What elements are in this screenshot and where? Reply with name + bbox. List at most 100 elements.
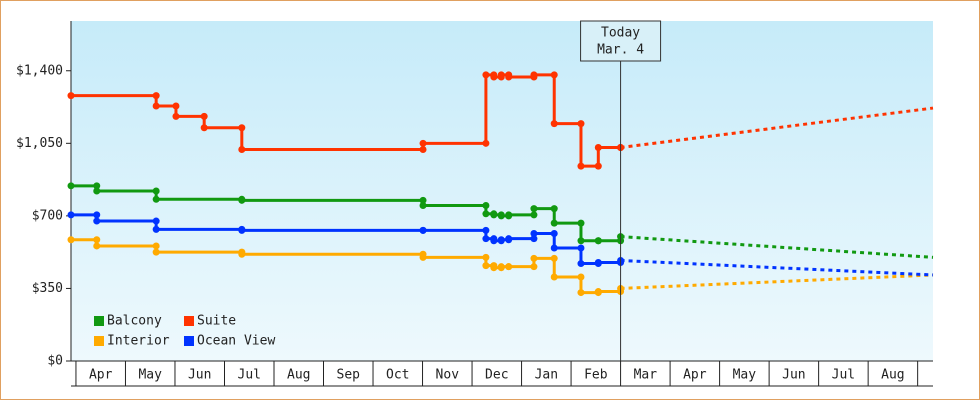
legend-swatch (184, 336, 194, 346)
point (482, 262, 490, 270)
point (152, 217, 160, 225)
point (238, 146, 246, 154)
x-tick-label: Feb (584, 368, 608, 383)
point (530, 230, 538, 237)
point (93, 187, 101, 195)
x-tick-label: Jul (832, 368, 855, 383)
x-tick-label: May (138, 368, 162, 383)
point (67, 211, 75, 219)
point (497, 237, 505, 245)
point (93, 236, 101, 244)
x-tick-label: Aug (287, 368, 310, 383)
point (152, 102, 160, 110)
point (530, 254, 538, 262)
point (67, 236, 75, 244)
point (482, 202, 490, 210)
point (200, 124, 208, 132)
point (577, 120, 585, 128)
x-tick-label: Aug (881, 368, 904, 383)
point (490, 71, 498, 79)
point (67, 92, 75, 100)
point (419, 226, 427, 234)
point (238, 225, 246, 233)
y-tick-label: $1,050 (16, 136, 63, 151)
point (490, 210, 498, 218)
point (497, 211, 505, 219)
point (238, 124, 246, 132)
legend-label: Interior (107, 334, 170, 349)
point (530, 73, 538, 81)
x-tick-label: Oct (386, 368, 409, 383)
legend-swatch (184, 316, 194, 326)
point (497, 73, 505, 81)
point (419, 146, 427, 154)
point (93, 182, 101, 190)
point (152, 187, 160, 195)
point (550, 273, 558, 281)
x-tick-label: Jun (188, 368, 211, 383)
point (93, 242, 101, 250)
point (152, 225, 160, 233)
legend-swatch (94, 316, 104, 326)
today-label: Mar. 4 (597, 43, 644, 58)
point (550, 230, 558, 237)
point (238, 248, 246, 256)
point (152, 92, 160, 100)
x-tick-label: May (733, 368, 757, 383)
point (67, 182, 75, 190)
point (577, 219, 585, 227)
point (172, 112, 180, 120)
point (550, 254, 558, 262)
point (152, 242, 160, 250)
y-tick-label: $1,400 (16, 63, 63, 78)
point (577, 162, 585, 170)
point (482, 71, 490, 79)
point (577, 244, 585, 252)
point (577, 237, 585, 245)
y-tick-label: $700 (32, 208, 63, 223)
point (93, 217, 101, 225)
point (152, 195, 160, 203)
point (93, 211, 101, 219)
point (530, 211, 538, 219)
today-label: Today (601, 26, 640, 41)
point (577, 289, 585, 297)
point (200, 112, 208, 120)
point (530, 263, 538, 271)
point (594, 162, 602, 170)
point (505, 263, 513, 271)
point (505, 236, 513, 244)
point (497, 264, 505, 272)
point (550, 244, 558, 252)
point (482, 210, 490, 218)
x-tick-label: Jun (782, 368, 805, 383)
legend-label: Suite (197, 314, 236, 329)
x-tick-label: Jul (238, 368, 261, 383)
point (482, 253, 490, 261)
point (490, 262, 498, 270)
legend-label: Ocean View (197, 334, 275, 349)
point (550, 71, 558, 79)
point (238, 195, 246, 203)
point (577, 260, 585, 268)
x-tick-label: Apr (683, 368, 707, 383)
point (419, 139, 427, 147)
x-tick-label: Jan (535, 368, 558, 383)
point (482, 226, 490, 234)
point (482, 139, 490, 147)
point (594, 289, 602, 297)
x-tick-label: Nov (436, 368, 460, 383)
point (505, 212, 513, 220)
point (594, 237, 602, 245)
point (550, 219, 558, 227)
legend-swatch (94, 336, 104, 346)
point (505, 71, 513, 79)
point (419, 250, 427, 258)
point (490, 235, 498, 243)
point (152, 248, 160, 256)
point (577, 273, 585, 281)
x-tick-label: Apr (89, 368, 113, 383)
point (594, 260, 602, 268)
